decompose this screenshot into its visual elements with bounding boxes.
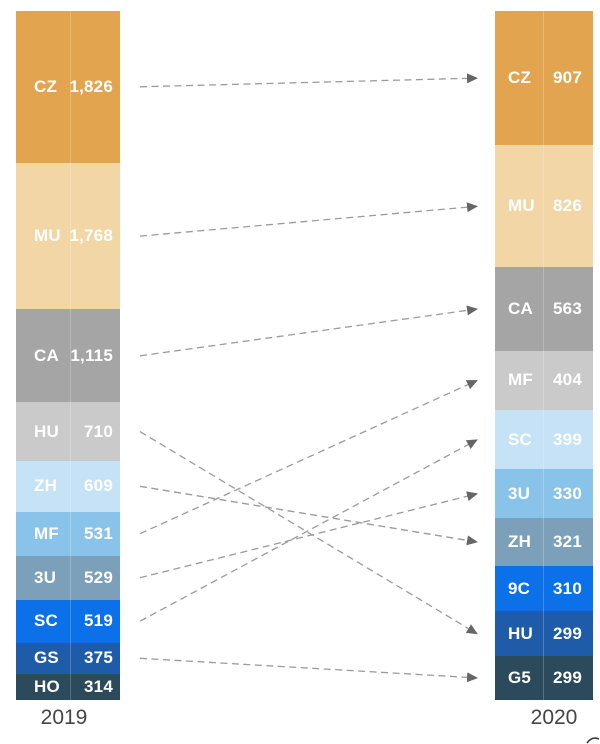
segment-value: 310: [553, 578, 582, 598]
segment-code: ZH: [34, 476, 58, 496]
arrow-mu-to-mu: [139, 202, 478, 237]
stacked-bar-2020: CZ 907 MU 826 CA 563 MF 404 SC 399 3U 330 ZH 321 9C 310…: [495, 11, 593, 700]
segment-value: 519: [84, 611, 113, 631]
segment-g5-2020: G5 299: [495, 655, 593, 700]
segment-code: CA: [34, 345, 59, 365]
segment-mf-2019: MF 531: [16, 511, 120, 556]
segment-zh-2019: ZH 609: [16, 461, 120, 512]
segment-value: 1,768: [69, 226, 113, 246]
segment-code: MU: [34, 226, 61, 246]
arrow-sc-to-sc: [139, 439, 478, 622]
corner-artifact: [586, 737, 600, 744]
bar-column-divider: [543, 11, 544, 700]
segment-value: 907: [553, 68, 582, 88]
axis-label-2020: 2020: [530, 706, 578, 729]
segment-cz-2020: CZ 907: [495, 11, 593, 146]
segment-code: SC: [34, 611, 59, 631]
segment-code: CZ: [34, 76, 58, 96]
segment-value: 710: [84, 421, 113, 441]
segment-code: G5: [508, 667, 532, 687]
segment-code: MF: [508, 370, 533, 390]
segment-value: 531: [84, 523, 113, 543]
segment-value: 375: [84, 648, 113, 668]
segment-code: GS: [34, 648, 59, 668]
bar-column-divider: [70, 11, 71, 700]
segment-ca-2019: CA 1,115: [16, 309, 120, 403]
segment-value: 1,826: [69, 76, 113, 96]
arrow-3u-to-3u: [139, 491, 478, 579]
segment-3u-2020: 3U 330: [495, 469, 593, 519]
segment-value: 609: [84, 476, 113, 496]
segment-mu-2020: MU 826: [495, 145, 593, 268]
segment-cz-2019: CZ 1,826: [16, 11, 120, 163]
arrow-hu-to-hu: [139, 431, 478, 635]
segment-hu-2020: HU 299: [495, 611, 593, 656]
segment-value: 563: [553, 298, 582, 318]
segment-ca-2020: CA 563: [495, 267, 593, 351]
arrow-zh-to-zh: [139, 485, 478, 546]
segment-ho-2019: HO 314: [16, 673, 120, 700]
arrow-mf-to-mf: [139, 379, 478, 535]
segment-value: 314: [84, 676, 113, 696]
segment-3u-2019: 3U 529: [16, 555, 120, 600]
segment-9c-2020: 9C 310: [495, 565, 593, 612]
segment-code: SC: [508, 429, 533, 449]
segment-code: MU: [508, 196, 535, 216]
segment-value: 321: [553, 531, 582, 551]
segment-code: 3U: [508, 483, 531, 503]
segment-mf-2020: MF 404: [495, 350, 593, 411]
segment-code: HU: [508, 623, 533, 643]
segment-value: 1,115: [70, 345, 113, 365]
segment-code: HU: [34, 421, 59, 441]
segment-code: 3U: [34, 567, 57, 587]
segment-sc-2020: SC 399: [495, 410, 593, 470]
segment-value: 529: [84, 567, 113, 587]
arrow-gs-to-g5: [139, 657, 478, 683]
arrow-ca-to-ca: [139, 305, 478, 357]
segment-hu-2019: HU 710: [16, 402, 120, 462]
segment-value: 299: [553, 623, 582, 643]
segment-value: 299: [553, 667, 582, 687]
segment-zh-2020: ZH 321: [495, 518, 593, 566]
stacked-bar-2019: CZ 1,826 MU 1,768 CA 1,115 HU 710 ZH 609 MF 531 3U 52…: [16, 11, 120, 700]
segment-value: 404: [553, 370, 582, 390]
segment-sc-2019: SC 519: [16, 599, 120, 643]
axis-label-2019: 2019: [40, 706, 88, 729]
segment-value: 399: [553, 429, 582, 449]
segment-code: CZ: [508, 68, 532, 88]
segment-gs-2019: GS 375: [16, 642, 120, 674]
segment-code: 9C: [508, 578, 531, 598]
segment-code: HO: [34, 676, 60, 696]
segment-mu-2019: MU 1,768: [16, 162, 120, 310]
arrow-cz-to-cz: [139, 73, 478, 88]
segment-code: MF: [34, 523, 59, 543]
segment-value: 826: [553, 196, 582, 216]
segment-code: ZH: [508, 531, 532, 551]
segment-value: 330: [553, 483, 582, 503]
segment-code: CA: [508, 298, 533, 318]
